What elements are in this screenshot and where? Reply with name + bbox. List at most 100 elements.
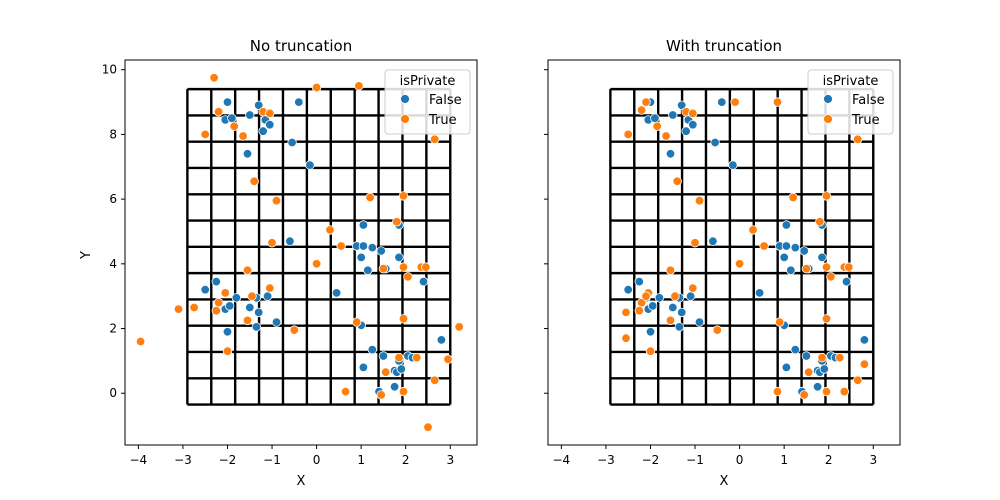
data-point-true bbox=[788, 192, 798, 203]
data-point-true bbox=[734, 259, 745, 269]
data-point-false bbox=[258, 126, 268, 136]
x-tick-label: −4 bbox=[130, 453, 148, 467]
data-point-false bbox=[754, 288, 765, 298]
data-point-true bbox=[247, 291, 257, 301]
data-point-false bbox=[358, 220, 369, 230]
data-point-true bbox=[652, 121, 662, 132]
data-point-true bbox=[688, 108, 698, 119]
legend-marker-true bbox=[823, 114, 833, 124]
data-point-false bbox=[859, 335, 870, 345]
data-point-true bbox=[775, 317, 785, 327]
data-point-false bbox=[781, 220, 792, 230]
data-point-true bbox=[817, 352, 827, 363]
data-point-true bbox=[238, 131, 248, 141]
x-tick-label: −2 bbox=[219, 453, 237, 467]
data-point-false bbox=[254, 307, 264, 318]
data-point-false bbox=[222, 327, 233, 337]
x-axis-label: X bbox=[720, 474, 729, 489]
y-tick-label: 10 bbox=[102, 63, 117, 77]
data-point-true bbox=[325, 225, 335, 235]
data-point-true bbox=[340, 386, 351, 397]
x-tick-label: 3 bbox=[869, 453, 877, 467]
data-point-true bbox=[398, 262, 409, 272]
data-point-true bbox=[267, 238, 277, 248]
data-point-false bbox=[224, 301, 235, 311]
data-point-false bbox=[790, 344, 801, 355]
data-point-false bbox=[623, 285, 633, 295]
data-point-true bbox=[398, 191, 409, 201]
data-point-false bbox=[211, 276, 222, 287]
data-point-true bbox=[801, 264, 812, 274]
data-point-true bbox=[430, 375, 440, 386]
data-point-true bbox=[665, 315, 676, 326]
data-point-false bbox=[634, 276, 645, 287]
scatter-points bbox=[135, 73, 464, 432]
data-point-false bbox=[648, 301, 658, 311]
data-point-false bbox=[799, 246, 809, 256]
data-point-false bbox=[367, 242, 378, 253]
data-point-true bbox=[826, 272, 836, 282]
data-point-false bbox=[677, 307, 687, 318]
data-point-true bbox=[211, 306, 222, 316]
data-point-false bbox=[677, 100, 687, 111]
data-point-true bbox=[804, 367, 814, 377]
data-point-false bbox=[779, 252, 789, 263]
data-point-true bbox=[759, 241, 769, 251]
data-point-false bbox=[668, 302, 678, 313]
data-point-false bbox=[254, 100, 264, 111]
data-point-true bbox=[621, 307, 631, 318]
data-point-false bbox=[786, 265, 796, 276]
panel-with-truncation: −4 −3 −2 −1 0 1 2 3 With truncation X isPrivate… bbox=[544, 37, 901, 489]
data-point-true bbox=[623, 129, 633, 140]
legend-label-false: False bbox=[429, 93, 462, 108]
data-point-true bbox=[173, 304, 184, 314]
x-tick-label: −3 bbox=[174, 453, 192, 467]
x-tick-label: 1 bbox=[780, 453, 788, 467]
data-point-false bbox=[242, 149, 253, 159]
data-point-false bbox=[363, 265, 373, 276]
data-point-true bbox=[421, 262, 431, 272]
data-point-true bbox=[209, 73, 219, 83]
legend-marker-false bbox=[823, 94, 833, 104]
legend: isPrivate False True bbox=[807, 69, 894, 135]
x-tick-label: −1 bbox=[263, 453, 281, 467]
legend-title: isPrivate bbox=[823, 74, 879, 89]
data-point-false bbox=[262, 291, 273, 301]
data-point-false bbox=[436, 335, 447, 345]
data-point-true bbox=[352, 317, 362, 327]
data-point-true bbox=[365, 192, 375, 203]
y-tick-label: 0 bbox=[109, 386, 117, 400]
data-point-true bbox=[645, 346, 656, 356]
y-tick-label: 6 bbox=[109, 192, 117, 206]
data-point-true bbox=[376, 390, 386, 400]
axes: −4 −3 −2 −1 0 1 2 3 0 2 4 6 8 10 bbox=[102, 59, 478, 467]
data-point-true bbox=[853, 375, 863, 386]
data-point-false bbox=[665, 149, 676, 159]
data-point-true bbox=[634, 306, 645, 316]
data-point-false bbox=[681, 126, 691, 136]
data-point-true bbox=[378, 264, 389, 274]
data-point-true bbox=[189, 302, 199, 313]
data-point-false bbox=[841, 276, 852, 287]
data-point-true bbox=[859, 359, 870, 369]
data-point-true bbox=[641, 291, 651, 301]
data-point-false bbox=[227, 113, 237, 123]
legend-label-true: True bbox=[428, 113, 457, 128]
chart-title: No truncation bbox=[250, 37, 352, 55]
data-point-true bbox=[454, 322, 464, 332]
data-point-true bbox=[412, 352, 422, 363]
x-tick-label: 3 bbox=[446, 453, 454, 467]
data-point-true bbox=[311, 259, 322, 269]
data-point-true bbox=[839, 386, 850, 397]
data-point-true bbox=[229, 121, 239, 132]
data-point-false bbox=[812, 382, 823, 392]
data-point-false bbox=[265, 119, 275, 130]
data-point-true bbox=[392, 217, 402, 227]
axes: −4 −3 −2 −1 0 1 2 3 bbox=[544, 59, 901, 467]
x-axis-label: X bbox=[297, 474, 306, 489]
data-point-true bbox=[398, 386, 409, 397]
data-point-true bbox=[799, 390, 809, 400]
data-point-false bbox=[685, 291, 696, 301]
data-point-true bbox=[249, 176, 259, 187]
